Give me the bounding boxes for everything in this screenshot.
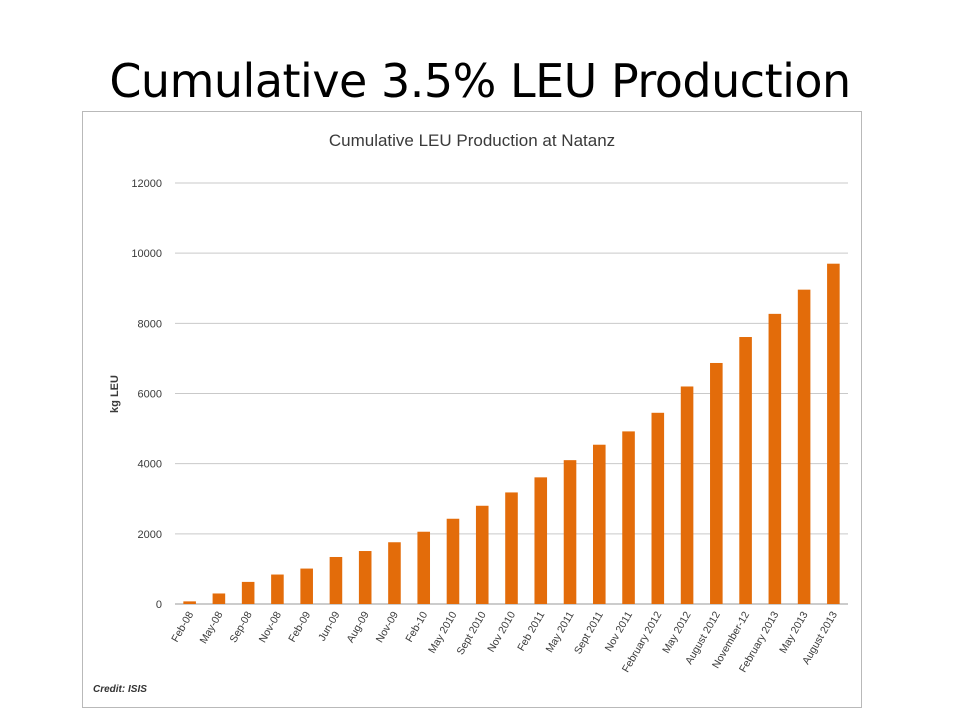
bar xyxy=(475,505,489,604)
bar xyxy=(241,581,255,604)
credit-text: Credit: ISIS xyxy=(93,684,147,695)
chart-frame: Cumulative LEU Production at Natanz kg L… xyxy=(82,111,862,708)
x-tick-label: Nov-08 xyxy=(257,609,284,644)
bar xyxy=(388,542,401,604)
bar xyxy=(827,263,840,604)
bar xyxy=(183,601,196,604)
x-tick-label: May-08 xyxy=(198,609,226,645)
y-tick-labels: 0 2000 4000 6000 8000 10000 12000 xyxy=(131,178,162,611)
bar xyxy=(797,289,811,604)
bar xyxy=(446,518,460,604)
bar xyxy=(651,412,665,604)
x-tick-label: Nov 2011 xyxy=(603,609,636,653)
bar xyxy=(622,431,635,604)
y-tick-label: 0 xyxy=(156,599,162,611)
bars xyxy=(183,263,840,604)
bar xyxy=(710,362,723,604)
bar xyxy=(739,337,752,604)
x-tick-labels: Feb-08 May-08 Sep-08 Nov-08 Feb-09 Jun-09 Aug-… xyxy=(169,609,840,674)
bar xyxy=(505,492,518,604)
x-tick-label: May 2010 xyxy=(426,609,460,655)
x-tick-label: Feb-08 xyxy=(169,609,196,644)
x-tick-label: Feb-09 xyxy=(286,609,313,644)
bar xyxy=(592,444,606,604)
bar-chart: Cumulative LEU Production at Natanz kg L… xyxy=(109,131,848,675)
x-tick-label: Feb-10 xyxy=(403,609,430,644)
slide-title: Cumulative 3.5% LEU Production xyxy=(109,54,851,108)
y-tick-label: 8000 xyxy=(138,318,162,330)
bar xyxy=(768,313,782,604)
x-tick-label: Jun-09 xyxy=(316,609,343,643)
y-tick-label: 2000 xyxy=(138,529,162,541)
bar xyxy=(212,593,226,604)
x-tick-label: Feb 2011 xyxy=(515,609,547,653)
grid-lines xyxy=(175,182,848,605)
x-tick-label: Sept 2010 xyxy=(454,609,488,657)
bar xyxy=(271,574,284,604)
x-tick-label: Aug-09 xyxy=(344,609,371,644)
bar xyxy=(534,477,548,604)
bar xyxy=(300,568,313,604)
y-tick-label: 6000 xyxy=(138,389,162,401)
bar xyxy=(329,556,343,604)
x-tick-label: Sept 2011 xyxy=(572,609,606,656)
bar xyxy=(563,460,577,604)
x-tick-label: Nov 2010 xyxy=(485,609,518,654)
y-tick-label: 4000 xyxy=(138,459,162,471)
x-tick-label: May 2011 xyxy=(544,609,577,654)
x-tick-label: Sep-08 xyxy=(227,609,254,644)
bar xyxy=(358,551,372,604)
y-axis-label: kg LEU xyxy=(109,375,121,413)
x-tick-label: May 2012 xyxy=(660,609,694,655)
x-tick-label: Nov-09 xyxy=(374,609,401,644)
y-tick-label: 10000 xyxy=(131,248,162,260)
bar xyxy=(417,531,431,604)
x-tick-label: May 2013 xyxy=(777,609,811,655)
chart-title: Cumulative LEU Production at Natanz xyxy=(329,131,615,150)
y-tick-label: 12000 xyxy=(131,178,162,190)
bar xyxy=(680,386,694,604)
